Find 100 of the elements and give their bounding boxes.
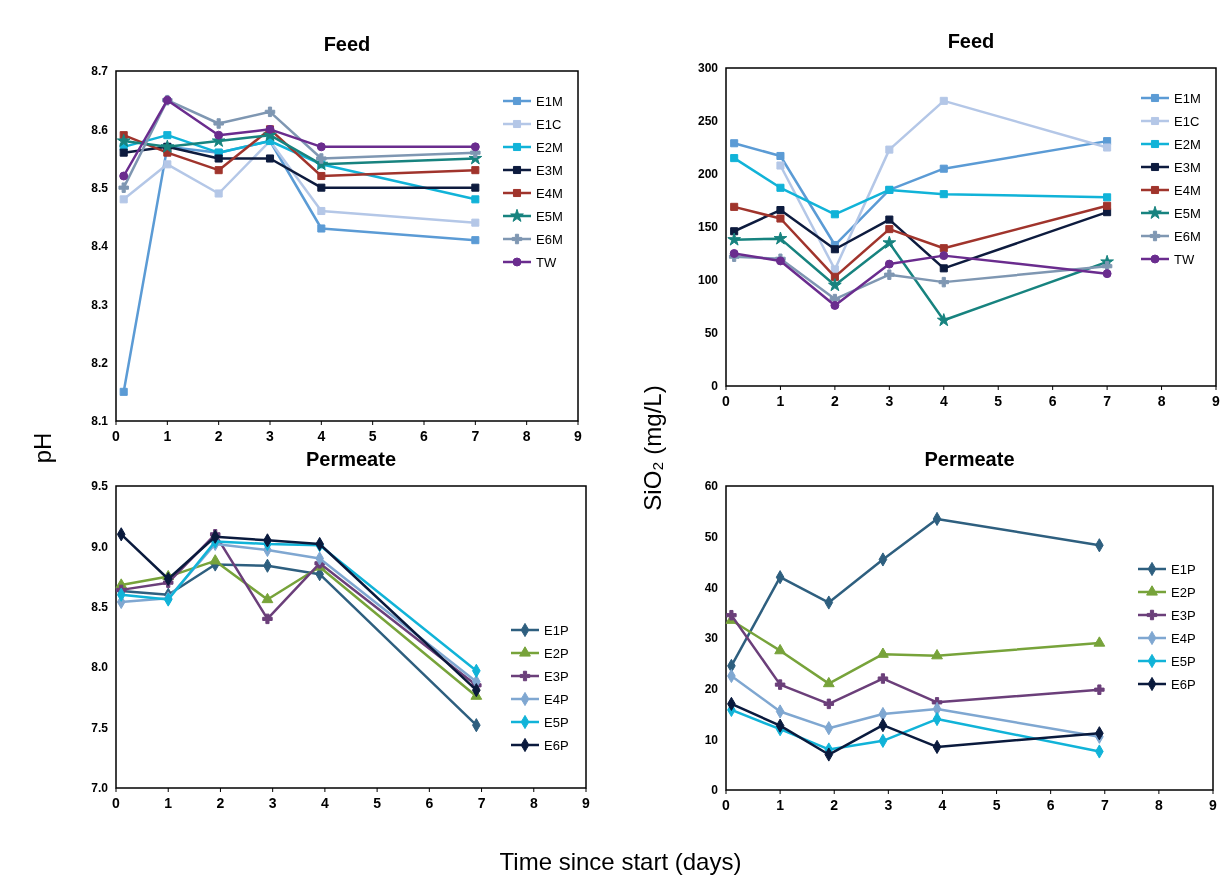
x-tick-label: 6: [1046, 797, 1055, 813]
legend-label: E2P: [544, 645, 569, 661]
x-tick-label: 1: [776, 797, 785, 813]
legend-label: E4M: [536, 185, 563, 201]
legend-label: TW: [536, 254, 557, 270]
y-tick-label: 200: [697, 167, 719, 182]
x-tick-label: 9: [582, 795, 591, 811]
y-tick-label: 60: [704, 479, 719, 494]
y-axis-title: SiO₂ (mg/L): [639, 385, 666, 511]
x-tick-label: 4: [938, 797, 947, 813]
y-tick-label: 100: [697, 273, 719, 288]
legend-label: E5P: [1171, 653, 1196, 669]
y-tick-label: 8.6: [91, 122, 109, 137]
legend-label: E3P: [1171, 607, 1196, 623]
x-tick-label: 5: [992, 797, 1001, 813]
y-axis-title: pH: [29, 432, 56, 464]
y-tick-label: 50: [704, 326, 719, 341]
x-tick-label: 8: [529, 795, 538, 811]
x-tick-label: 5: [373, 795, 382, 811]
x-tick-label: 8: [522, 428, 531, 444]
y-tick-label: 10: [704, 732, 719, 747]
y-tick-label: 8.4: [91, 239, 109, 254]
x-tick-label: 0: [722, 393, 731, 409]
x-tick-label: 1: [164, 795, 173, 811]
legend-label: E1P: [1171, 561, 1196, 577]
x-tick-label: 4: [320, 795, 329, 811]
x-tick-label: 2: [216, 795, 225, 811]
x-tick-label: 0: [722, 797, 731, 813]
legend-label: E4P: [544, 691, 569, 707]
legend-label: E2M: [536, 139, 563, 155]
legend-label: E5P: [544, 714, 569, 730]
y-tick-label: 0: [711, 379, 719, 394]
x-tick-label: 3: [885, 393, 894, 409]
legend-label: E1M: [1174, 90, 1201, 106]
x-tick-label: 3: [884, 797, 893, 813]
legend-label: E1P: [544, 622, 569, 638]
y-tick-label: 300: [697, 61, 719, 76]
x-tick-label: 6: [1048, 393, 1057, 409]
x-tick-label: 3: [268, 795, 277, 811]
y-tick-label: 20: [704, 681, 719, 696]
legend-label: TW: [1174, 251, 1195, 267]
x-tick-label: 2: [830, 393, 839, 409]
x-tick-label: 9: [1209, 797, 1218, 813]
x-tick-label: 7: [471, 428, 480, 444]
y-tick-label: 150: [697, 220, 719, 235]
legend-label: E3M: [536, 162, 563, 178]
legend-label: E6P: [1171, 676, 1196, 692]
legend-label: E6M: [536, 231, 563, 247]
y-tick-label: 40: [704, 580, 719, 595]
y-tick-label: 7.0: [91, 781, 109, 796]
x-axis-title: Time since start (days): [499, 848, 742, 875]
x-tick-label: 0: [112, 795, 121, 811]
legend-label: E4P: [1171, 630, 1196, 646]
y-tick-label: 250: [697, 114, 719, 129]
y-tick-label: 8.0: [91, 660, 109, 675]
legend-label: E4M: [1174, 182, 1201, 198]
chart-title: Permeate: [924, 448, 1015, 470]
x-tick-label: 2: [214, 428, 223, 444]
x-tick-label: 7: [1103, 393, 1112, 409]
legend-label: E6M: [1174, 228, 1201, 244]
y-tick-label: 0: [711, 783, 719, 798]
y-tick-label: 50: [704, 529, 719, 544]
y-tick-label: 9.0: [91, 539, 109, 554]
legend-label: E5M: [536, 208, 563, 224]
x-tick-label: 6: [420, 428, 429, 444]
y-tick-label: 8.5: [91, 180, 109, 195]
x-tick-label: 4: [939, 393, 948, 409]
x-tick-label: 5: [368, 428, 377, 444]
legend-label: E2P: [1171, 584, 1196, 600]
x-tick-label: 8: [1154, 797, 1163, 813]
x-tick-label: 6: [425, 795, 434, 811]
legend-label: E1M: [536, 93, 563, 109]
chart-title: Feed: [323, 33, 371, 55]
legend-label: E3P: [544, 668, 569, 684]
x-tick-label: 7: [1100, 797, 1109, 813]
y-tick-label: 8.1: [91, 414, 109, 429]
chart-title: Permeate: [305, 448, 397, 470]
y-tick-label: 9.5: [91, 479, 109, 494]
y-tick-label: 7.5: [91, 720, 109, 735]
x-tick-label: 1: [776, 393, 785, 409]
x-tick-label: 7: [477, 795, 486, 811]
y-tick-label: 8.3: [91, 297, 109, 312]
x-tick-label: 4: [317, 428, 326, 444]
x-tick-label: 1: [163, 428, 172, 444]
legend-label: E3M: [1174, 159, 1201, 175]
legend-label: E1C: [536, 116, 562, 132]
x-tick-label: 9: [574, 428, 583, 444]
x-tick-label: 2: [830, 797, 839, 813]
x-tick-label: 8: [1157, 393, 1166, 409]
legend-label: E1C: [1174, 113, 1200, 129]
y-tick-label: 8.2: [91, 355, 109, 370]
chart-title: Feed: [947, 30, 995, 52]
legend-label: E2M: [1174, 136, 1201, 152]
y-tick-label: 8.5: [91, 600, 109, 614]
legend-label: E5M: [1174, 205, 1201, 221]
legend-label: E6P: [544, 737, 569, 753]
x-tick-label: 3: [266, 428, 275, 444]
x-tick-label: 9: [1212, 393, 1221, 409]
y-tick-label: 30: [704, 631, 719, 646]
y-tick-label: 8.7: [91, 64, 109, 79]
